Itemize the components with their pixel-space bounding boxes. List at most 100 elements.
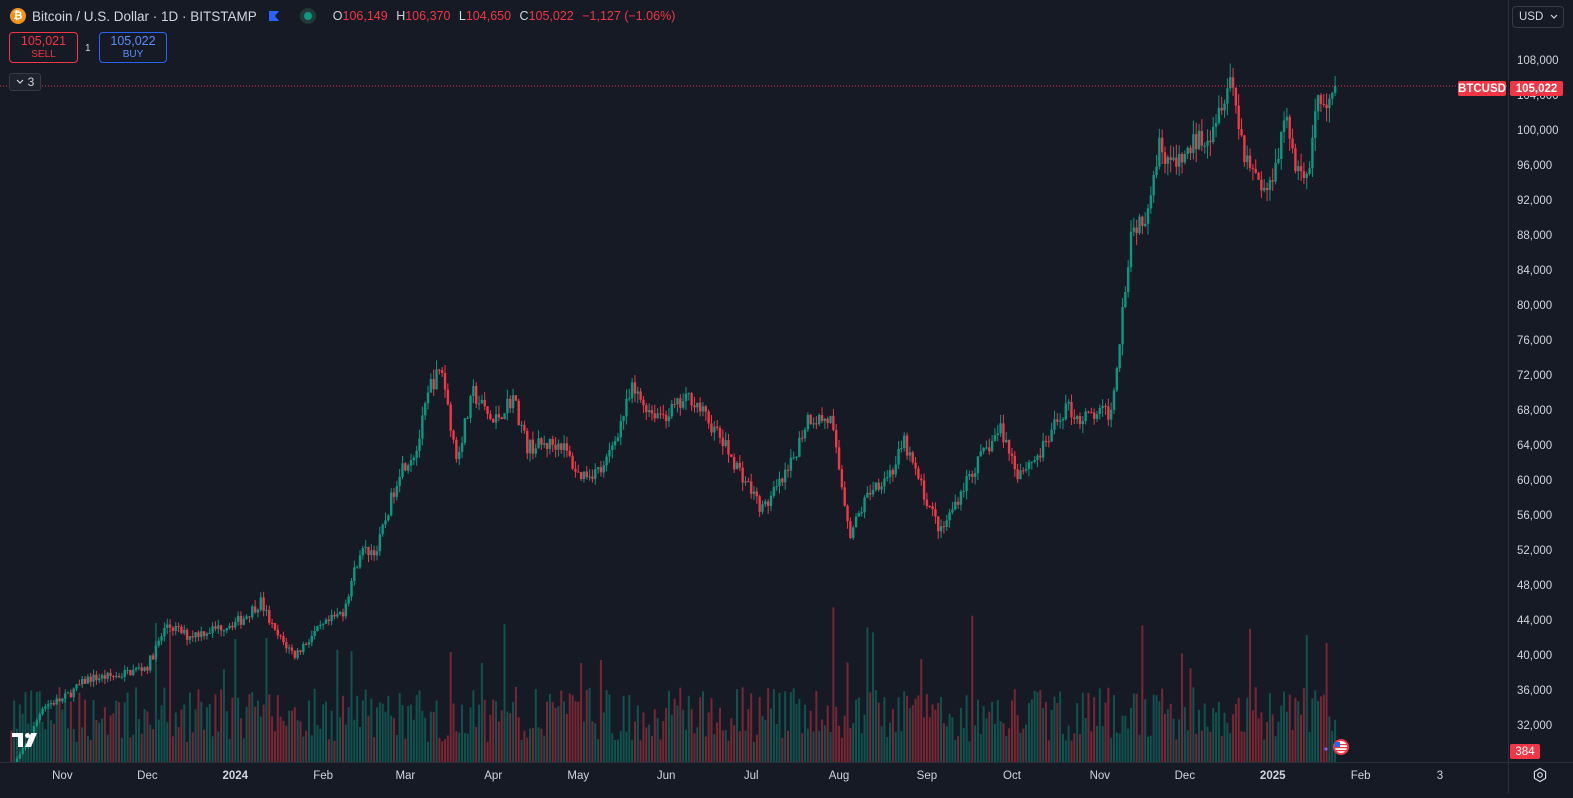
tradingview-logo-icon[interactable] [12,731,44,749]
volume-bar [699,697,702,762]
volume-bar [886,737,889,762]
volume-bar [455,731,458,762]
currency-select[interactable]: USD [1512,6,1564,28]
candle [724,432,727,448]
currency-value: USD [1519,11,1544,23]
volume-bar [245,706,248,762]
volume-bar [449,652,452,762]
sell-price: 105,021 [20,33,67,48]
candle [330,609,333,626]
candle [897,441,900,469]
candle [852,525,855,540]
candle [69,689,73,699]
volume-bar [358,727,361,762]
indicators-toggle-button[interactable]: 3 [9,73,41,91]
volume-bar [1169,703,1172,762]
volume-bar [239,718,242,762]
volume-bar [313,688,316,762]
candle [1311,124,1314,178]
candle [423,401,427,421]
volume-bar [611,733,614,762]
volume-bar [103,707,106,762]
candle [123,665,126,682]
candle [815,416,818,430]
volume-bar [1319,696,1322,762]
candle [1305,171,1308,190]
candle [1271,168,1274,191]
volume-bar [534,689,537,762]
candle [146,665,149,675]
volume-bar [1110,737,1113,762]
volume-bar [985,718,988,762]
candle [545,442,549,458]
flag-icon[interactable] [268,10,280,22]
candle [389,488,393,517]
candle [888,464,892,484]
candle [225,627,228,634]
volume-bar [1030,699,1033,762]
volume-bar [639,740,642,762]
volume-bar [1254,687,1257,762]
volume-bar [993,723,996,762]
candle [560,442,563,454]
volume-bar [619,730,622,762]
price-tick-label: 88,000 [1517,230,1552,242]
candle [458,446,461,466]
economic-event-icon[interactable] [1320,739,1352,757]
candle [908,446,912,462]
candle [679,394,682,416]
price-tick-label: 36,000 [1517,685,1552,697]
candle [1257,171,1260,181]
candle [710,415,713,437]
candle [319,620,322,630]
candle [194,632,197,643]
volume-bar [784,691,787,762]
candle [817,413,821,427]
candle [1112,387,1116,415]
volume-bar [812,731,815,762]
volume-bar [835,706,838,762]
candle [1067,399,1070,411]
candle [163,622,166,642]
candle [633,374,637,403]
symbol-title[interactable]: Bitcoin / U.S. Dollar · 1D · BITSTAMP [32,8,257,24]
candle [577,464,580,473]
volume-bar [1277,721,1280,762]
candle [758,494,761,517]
candle [259,592,262,612]
volume-bar [225,711,228,762]
settings-icon[interactable] [1532,767,1548,783]
volume-bar [186,741,189,762]
candle [435,360,438,390]
volume-bar [10,730,13,762]
volume-bar [857,697,860,762]
candle [613,436,617,450]
sell-button[interactable]: 105,021 SELL [9,32,78,63]
time-tick-label: May [567,770,589,782]
candle [1022,467,1025,475]
volume-bar [591,721,594,762]
candle [582,471,586,483]
volume-bar [1067,725,1070,762]
volume-bar [1189,668,1192,762]
chart-pane[interactable] [0,0,1508,776]
candle [1039,448,1042,463]
candle [109,668,112,682]
candle [684,387,688,410]
volume-bar [480,663,483,762]
volume-bar [900,731,903,762]
candle [803,427,807,442]
volume-bar [412,719,415,762]
time-axis[interactable]: Nov Dec 2024 Feb Mar Apr May Jun Jul Aug Sep Oct Nov… [0,762,1508,793]
price-axis[interactable]: 108,000 104,000 100,000 96,000 92,000 88,000 8… [1508,0,1573,762]
volume-bar [140,733,143,762]
buy-price: 105,022 [110,33,156,48]
candle [1070,394,1073,426]
volume-bar [1121,715,1124,762]
candle [988,438,991,455]
volume-bar [546,701,549,762]
price-chart[interactable] [0,0,1508,776]
candle [820,407,824,423]
volume-bar [1237,697,1240,762]
buy-button[interactable]: 105,022 BUY [99,32,167,63]
